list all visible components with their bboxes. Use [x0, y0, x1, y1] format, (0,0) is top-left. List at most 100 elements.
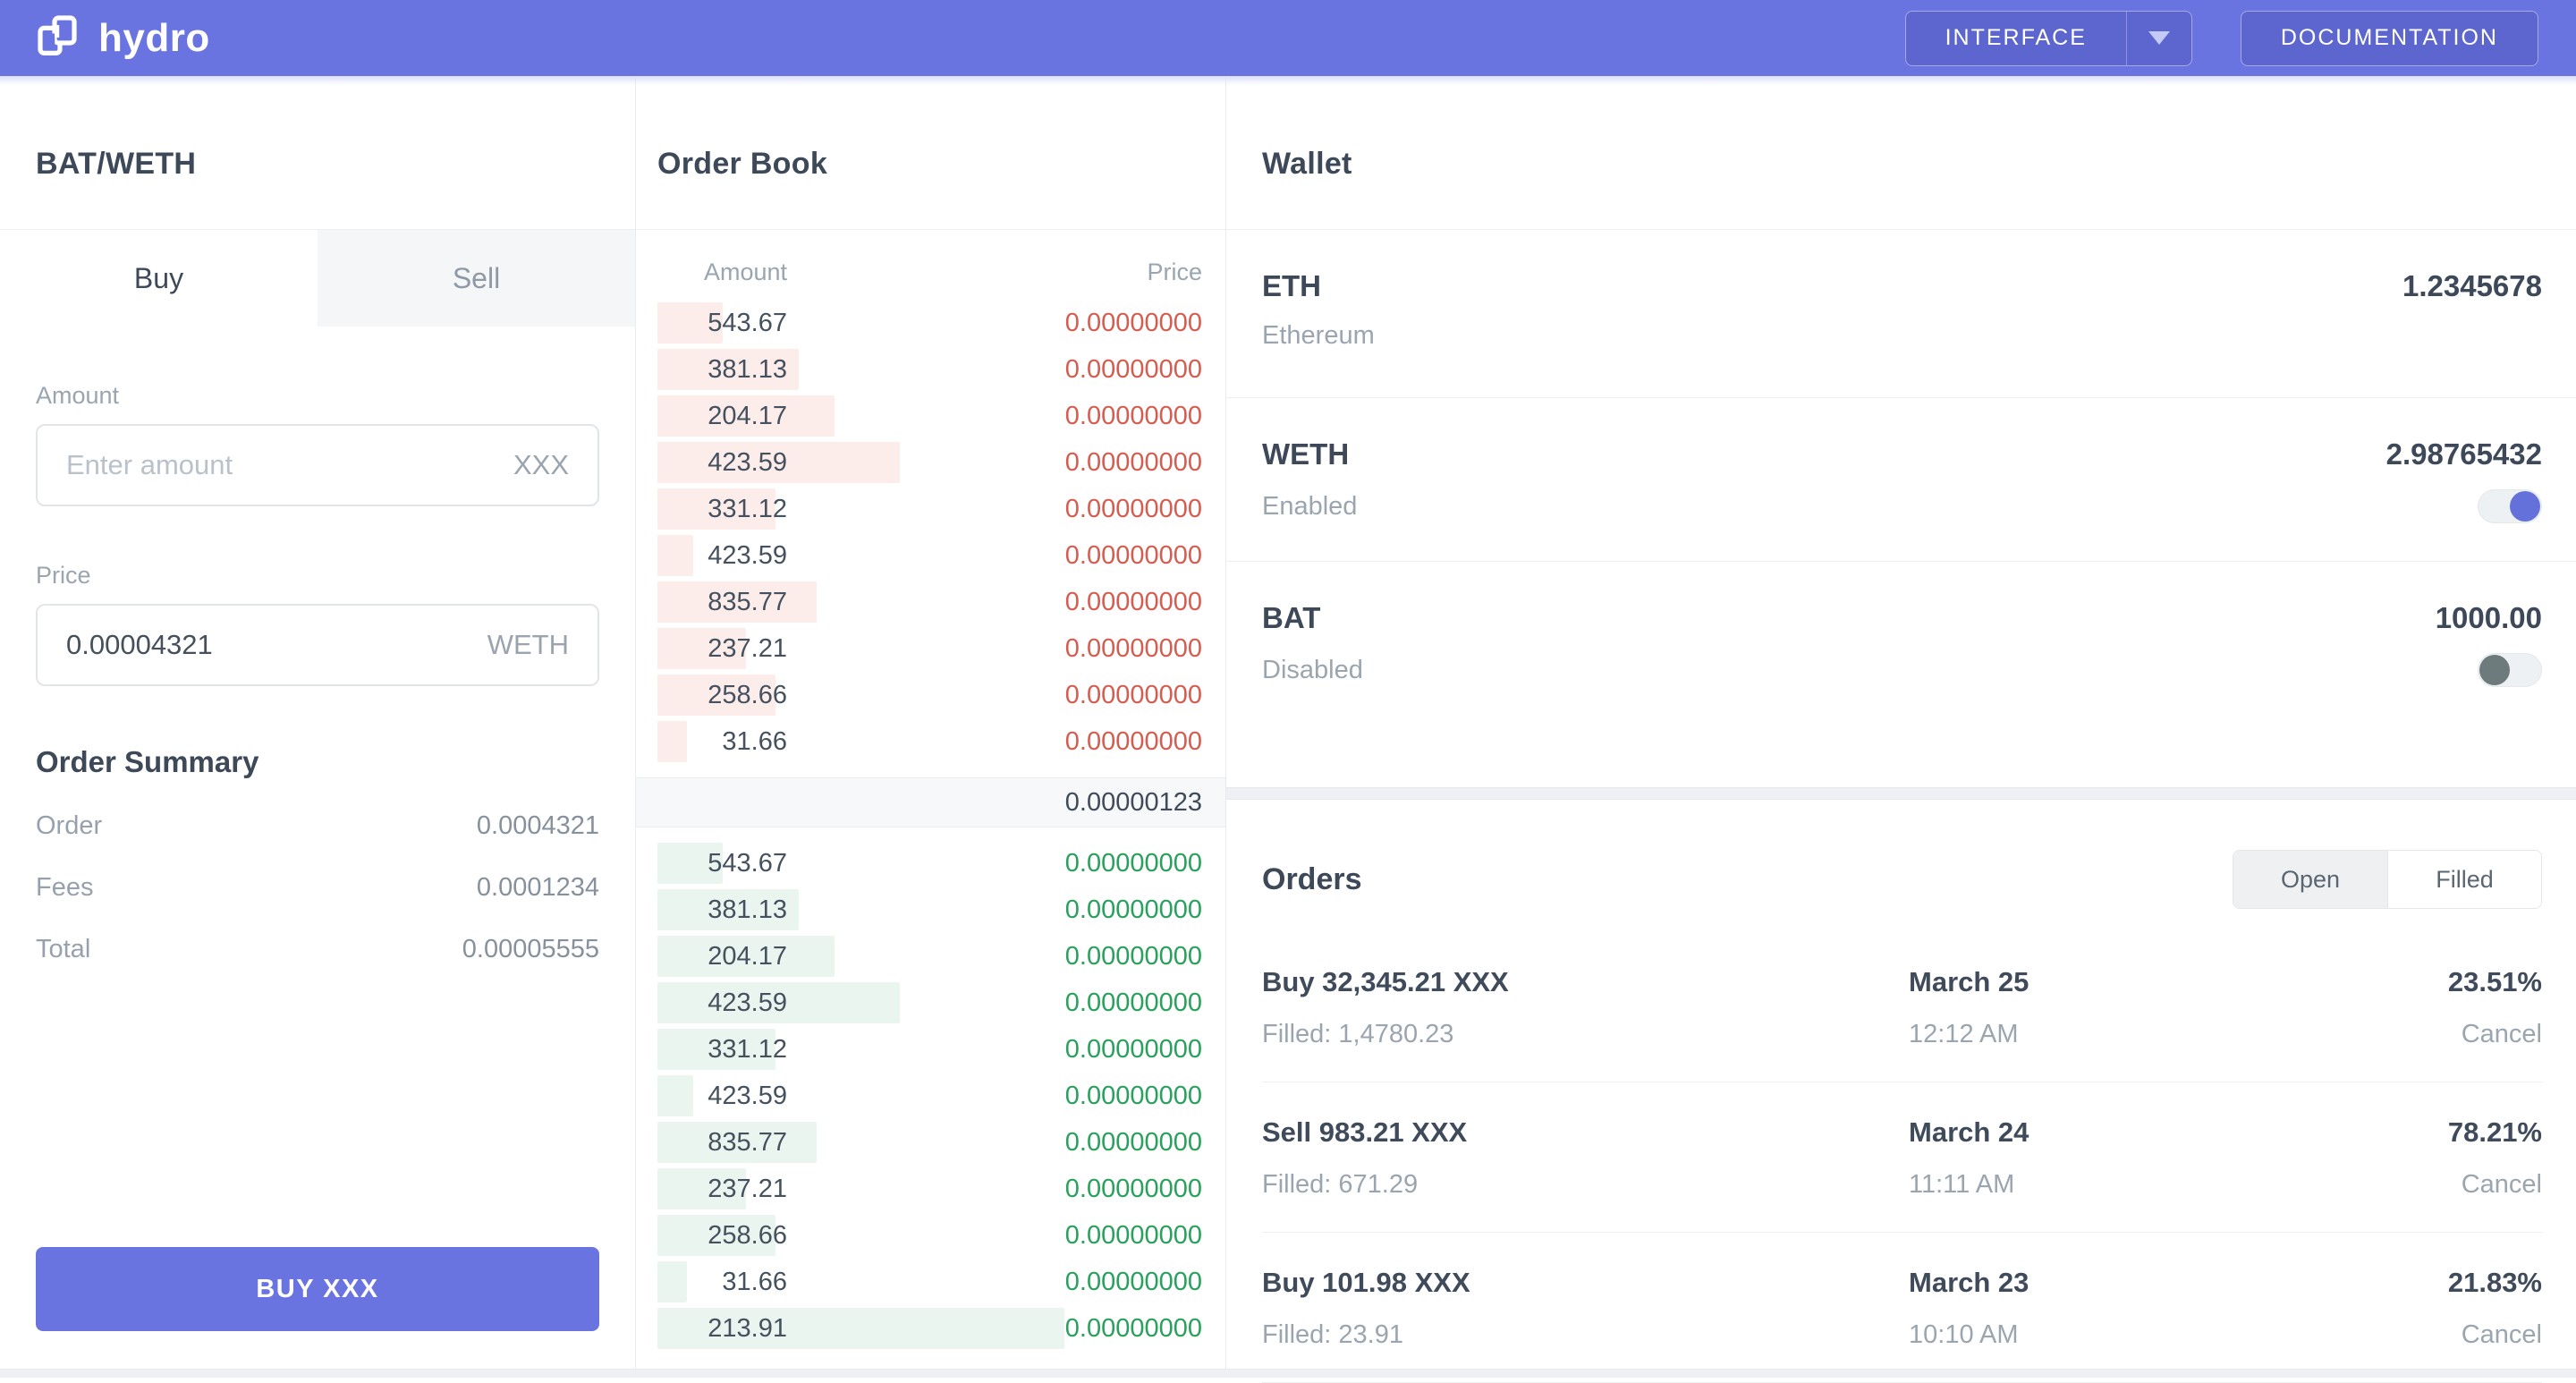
order-book-row[interactable]: 543.67 0.00000000 — [636, 300, 1225, 346]
order-book-row[interactable]: 204.17 0.00000000 — [636, 933, 1225, 980]
bat-enable-toggle[interactable] — [2478, 653, 2542, 687]
summary-order-value: 0.0004321 — [476, 811, 599, 840]
order-book-row[interactable]: 423.59 0.00000000 — [636, 532, 1225, 579]
order-side-amount: Buy 32,345.21 XXX — [1262, 966, 1509, 997]
hydro-logo[interactable]: hydro — [38, 15, 210, 61]
order-book-row[interactable]: 423.59 0.00000000 — [636, 439, 1225, 486]
depth-bar — [657, 889, 800, 930]
depth-bar — [657, 675, 775, 716]
weth-enable-toggle[interactable] — [2478, 489, 2542, 523]
amount-column-header: Amount — [703, 258, 787, 285]
orders-list: Buy 32,345.21 XXX Filled: 1,4780.23 Marc… — [1226, 932, 2576, 1383]
orders-filter-segmented: Open Filled — [2233, 850, 2542, 909]
order-book-row[interactable]: 237.21 0.00000000 — [636, 1166, 1225, 1212]
summary-row-fees: Fees 0.0001234 — [36, 873, 599, 902]
documentation-button[interactable]: DOCUMENTATION — [2240, 10, 2538, 66]
price-unit: WETH — [487, 629, 569, 660]
depth-bar — [657, 1308, 1065, 1349]
order-book-row[interactable]: 258.66 0.00000000 — [636, 1212, 1225, 1259]
row-amount: 423.59 — [708, 540, 787, 570]
wallet-asset-weth: WETH 2.98765432 Enabled — [1226, 398, 2576, 562]
row-amount: 543.67 — [708, 308, 787, 337]
order-book-bids: 543.67 0.00000000 381.13 0.00000000 204.… — [636, 840, 1225, 1352]
amount-label: Amount — [36, 382, 120, 409]
interface-dropdown-button[interactable] — [2125, 11, 2191, 65]
order-book-row[interactable]: 381.13 0.00000000 — [636, 887, 1225, 933]
order-time: 10:10 AM — [1909, 1320, 2019, 1349]
depth-bar — [657, 1122, 818, 1163]
depth-bar — [657, 349, 800, 390]
row-price: 0.00000000 — [1064, 401, 1202, 430]
depth-bar — [657, 628, 746, 669]
row-amount: 31.66 — [722, 726, 787, 756]
interface-split-button: INTERFACE — [1904, 10, 2192, 66]
order-cancel-link[interactable]: Cancel — [2461, 1020, 2542, 1048]
row-amount: 835.77 — [708, 587, 787, 616]
row-amount: 331.12 — [708, 494, 787, 523]
order-time: 11:11 AM — [1909, 1170, 2015, 1199]
row-price: 0.00000000 — [1064, 494, 1202, 523]
order-book-row[interactable]: 258.66 0.00000000 — [636, 672, 1225, 718]
order-book-row[interactable]: 543.67 0.00000000 — [636, 840, 1225, 887]
order-book-row[interactable]: 423.59 0.00000000 — [636, 980, 1225, 1026]
order-cancel-link[interactable]: Cancel — [2461, 1320, 2542, 1349]
order-book-asks: 543.67 0.00000000 381.13 0.00000000 204.… — [636, 300, 1225, 765]
order-book-row[interactable]: 31.66 0.00000000 — [636, 1259, 1225, 1305]
order-book-row[interactable]: 331.12 0.00000000 — [636, 486, 1225, 532]
order-date: March 25 — [1909, 966, 2029, 997]
row-amount: 381.13 — [708, 354, 787, 384]
depth-bar — [657, 488, 775, 530]
order-book-row[interactable]: 835.77 0.00000000 — [636, 1119, 1225, 1166]
order-book-row[interactable]: 423.59 0.00000000 — [636, 1073, 1225, 1119]
order-book-header: Order Book — [636, 76, 1225, 230]
buy-submit-button[interactable]: BUY XXX — [36, 1247, 599, 1331]
row-amount: 237.21 — [708, 633, 787, 663]
row-price: 0.00000000 — [1064, 726, 1202, 756]
orders-title: Orders — [1262, 861, 1362, 896]
order-book-column-headers: Amount Price — [636, 230, 1225, 300]
wallet-asset-eth: ETH 1.2345678 Ethereum — [1226, 230, 2576, 398]
toggle-knob — [2479, 655, 2510, 685]
filter-filled-button[interactable]: Filled — [2387, 851, 2541, 908]
order-book-mid-price: 0.00000123 — [636, 777, 1225, 827]
order-book-row[interactable]: 31.66 0.00000000 — [636, 718, 1225, 765]
row-amount: 543.67 — [708, 848, 787, 878]
order-book-row[interactable]: 835.77 0.00000000 — [636, 579, 1225, 625]
row-amount: 423.59 — [708, 1081, 787, 1110]
row-price: 0.00000000 — [1064, 1127, 1202, 1157]
row-price: 0.00000000 — [1064, 1220, 1202, 1250]
row-amount: 423.59 — [708, 988, 787, 1017]
price-input[interactable] — [66, 629, 470, 661]
row-price: 0.00000000 — [1064, 1174, 1202, 1203]
amount-input[interactable] — [66, 449, 496, 481]
orders-header: Orders Open Filled — [1226, 800, 2576, 932]
tab-sell[interactable]: Sell — [318, 230, 635, 327]
row-amount: 258.66 — [708, 1220, 787, 1250]
row-amount: 423.59 — [708, 447, 787, 477]
order-book-row[interactable]: 237.21 0.00000000 — [636, 625, 1225, 672]
asset-balance: 1.2345678 — [2402, 269, 2542, 302]
order-book-row[interactable]: 204.17 0.00000000 — [636, 393, 1225, 439]
interface-button[interactable]: INTERFACE — [1945, 25, 2087, 50]
depth-bar — [657, 721, 687, 762]
row-amount: 835.77 — [708, 1127, 787, 1157]
order-side-amount: Buy 101.98 XXX — [1262, 1267, 1470, 1298]
tab-buy[interactable]: Buy — [0, 230, 318, 327]
pair-title: BAT/WETH — [36, 147, 197, 181]
order-book-row[interactable]: 381.13 0.00000000 — [636, 346, 1225, 393]
row-amount: 31.66 — [722, 1267, 787, 1296]
row-amount: 213.91 — [708, 1313, 787, 1343]
trade-form: Amount XXX Price WETH Order Summary Orde… — [0, 382, 635, 964]
order-item: Sell 983.21 XXX Filled: 671.29 March 24 … — [1262, 1082, 2542, 1233]
order-cancel-link[interactable]: Cancel — [2461, 1170, 2542, 1199]
asset-balance: 2.98765432 — [2385, 437, 2542, 471]
order-filled: Filled: 1,4780.23 — [1262, 1020, 1454, 1048]
main-content: BAT/WETH Buy Sell Amount XXX Price WETH … — [0, 76, 2576, 1383]
order-book-row[interactable]: 213.91 0.00000000 — [636, 1305, 1225, 1352]
order-book-row[interactable]: 331.12 0.00000000 — [636, 1026, 1225, 1073]
depth-bar — [657, 395, 835, 437]
filter-open-button[interactable]: Open — [2233, 851, 2387, 908]
order-percent: 21.83% — [2447, 1267, 2542, 1298]
row-price: 0.00000000 — [1064, 308, 1202, 337]
